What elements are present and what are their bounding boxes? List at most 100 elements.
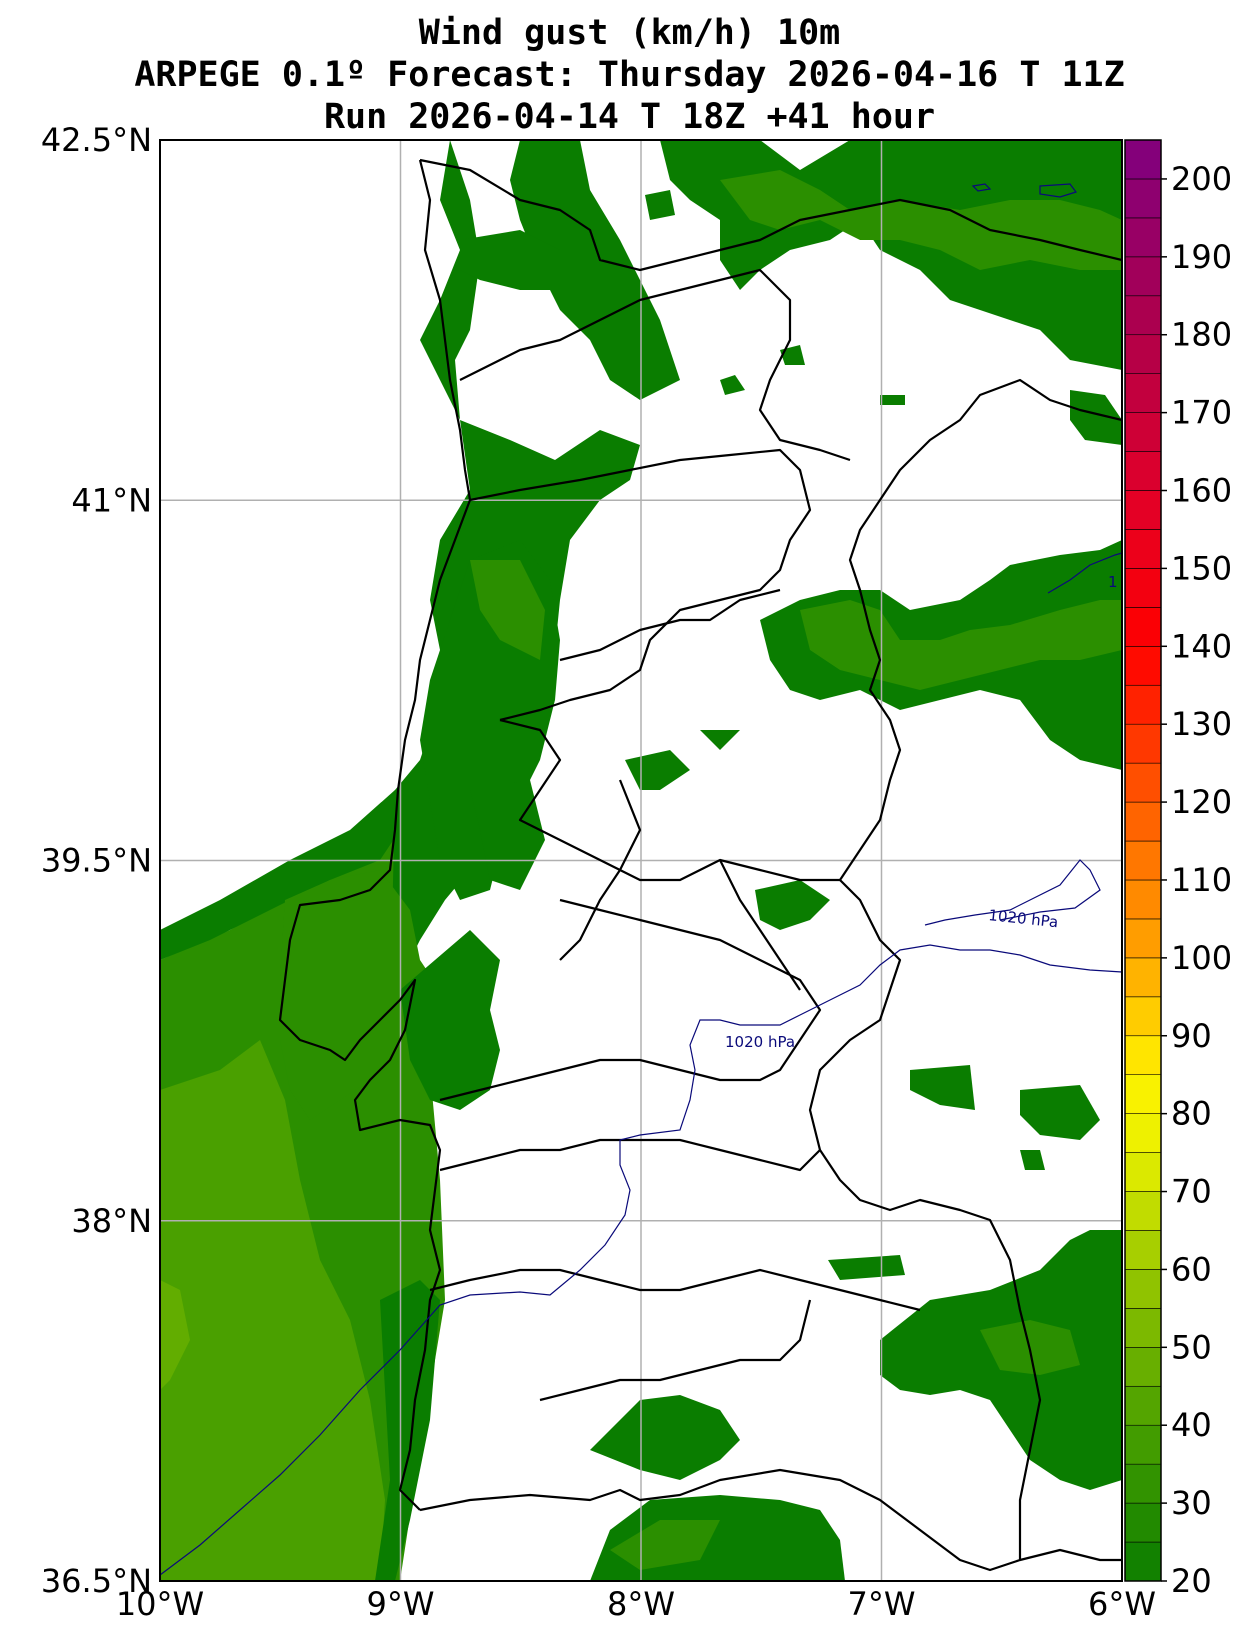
colorbar-label: 100 bbox=[1171, 939, 1232, 977]
wind-gust-fill-layer bbox=[160, 140, 1122, 1581]
colorbar-bin bbox=[1124, 684, 1162, 725]
gust-area-lisbon-east bbox=[400, 930, 500, 1110]
district-line-4 bbox=[499, 718, 840, 882]
colorbar-label: 140 bbox=[1171, 627, 1232, 665]
run-line: Run 2026-04-14 T 18Z +41 hour bbox=[323, 97, 936, 137]
gust-area-patch-b bbox=[700, 730, 740, 750]
colorbar-bin bbox=[1124, 1308, 1162, 1348]
colorbar-bin bbox=[1124, 1385, 1162, 1426]
gust-area-east-middle-light bbox=[800, 600, 1122, 690]
gust-area-patch-d bbox=[910, 1065, 975, 1110]
lat-tick-label: 36.5°N bbox=[41, 1562, 152, 1600]
colorbar-bin bbox=[1124, 801, 1162, 842]
colorbar-label: 30 bbox=[1171, 1484, 1212, 1522]
colorbar-bin bbox=[1124, 1152, 1162, 1192]
gust-area-patch-g bbox=[720, 375, 745, 395]
isobar-1020-northeast bbox=[1047, 552, 1122, 594]
colorbar-bin bbox=[1124, 957, 1162, 998]
colorbar-bin bbox=[1124, 723, 1162, 764]
gust-area-patch-a bbox=[625, 750, 690, 790]
lat-tick-label: 39.5°N bbox=[41, 842, 152, 880]
colorbar-bin bbox=[1124, 334, 1162, 374]
isobar-1020-east bbox=[924, 859, 1101, 926]
colorbar-label: 80 bbox=[1171, 1095, 1212, 1133]
colorbar-label: 90 bbox=[1171, 1017, 1212, 1055]
colorbar-label: 70 bbox=[1171, 1173, 1212, 1211]
gust-area-ocean-lighter bbox=[160, 1280, 190, 1390]
gust-area-ocean-dark bbox=[160, 790, 400, 960]
isobar-label: 1020 hPa bbox=[988, 906, 1060, 931]
gust-area-north-patch-3 bbox=[645, 190, 675, 220]
colorbar-bin bbox=[1124, 996, 1162, 1037]
gust-area-coast-center bbox=[470, 780, 545, 890]
model-forecast-line: ARPEGE 0.1º Forecast: Thursday 2026-04-1… bbox=[134, 55, 1125, 95]
gust-area-patch-i bbox=[880, 395, 905, 405]
colorbar-bin bbox=[1124, 178, 1162, 219]
district-line-6 bbox=[439, 1138, 821, 1172]
gust-area-patch-j bbox=[1020, 1150, 1045, 1170]
colorbar-label: 170 bbox=[1171, 394, 1232, 432]
district-line-2 bbox=[469, 448, 812, 722]
colorbar-bin bbox=[1124, 1463, 1162, 1504]
lon-tick-label: 7°W bbox=[848, 1585, 916, 1623]
gust-area-northeast-mid bbox=[720, 170, 1122, 270]
colorbar-label: 160 bbox=[1171, 472, 1232, 510]
colorbar-bin bbox=[1124, 1541, 1162, 1582]
colorbar-bin bbox=[1124, 879, 1162, 920]
isobar-small-ring bbox=[971, 183, 992, 192]
lat-tick-label: 41°N bbox=[71, 481, 152, 519]
district-line-9 bbox=[559, 779, 642, 961]
colorbar-label: 150 bbox=[1171, 549, 1232, 587]
colorbar-bin bbox=[1124, 139, 1162, 180]
colorbar-bin bbox=[1124, 373, 1162, 413]
colorbar-bin bbox=[1124, 529, 1162, 569]
colorbar-label: 20 bbox=[1171, 1562, 1212, 1600]
colorbar-label: 40 bbox=[1171, 1406, 1212, 1444]
gust-area-north-patch bbox=[510, 140, 680, 400]
isobar-1020-south bbox=[160, 944, 1122, 1576]
colorbar-bin bbox=[1124, 1424, 1162, 1465]
gust-area-patch-f bbox=[828, 1255, 905, 1280]
colorbar-label: 180 bbox=[1171, 316, 1232, 354]
colorbar-label: 190 bbox=[1171, 238, 1232, 276]
isobar-label: 1020 hPa bbox=[725, 1033, 795, 1051]
colorbar-label: 50 bbox=[1171, 1328, 1212, 1366]
colorbar-bin bbox=[1124, 1347, 1162, 1387]
colorbar-bin bbox=[1124, 256, 1162, 297]
latitude-axis: 42.5°N 41°N 39.5°N 38°N 36.5°N bbox=[41, 121, 152, 1600]
colorbar-bin bbox=[1124, 295, 1162, 336]
colorbar-bin bbox=[1124, 1074, 1162, 1114]
gust-area-patch-e bbox=[1020, 1085, 1100, 1140]
colorbar-frame bbox=[1124, 139, 1162, 1582]
colorbar-bin bbox=[1124, 840, 1162, 881]
district-line-7 bbox=[429, 1268, 921, 1312]
isobar-small-ring-2 bbox=[1039, 183, 1077, 198]
border-spain-north bbox=[419, 158, 1122, 272]
colorbar-bin bbox=[1124, 645, 1162, 686]
gust-area-ocean-light bbox=[160, 1040, 385, 1581]
colorbar-label: 60 bbox=[1171, 1250, 1212, 1288]
colorbar-bin bbox=[1124, 568, 1162, 608]
district-line-3 bbox=[559, 588, 781, 662]
colorbar-label: 130 bbox=[1171, 705, 1232, 743]
isobar-label: 1 bbox=[1108, 573, 1118, 591]
chart-title: Wind gust (km/h) 10m bbox=[418, 13, 841, 53]
colorbar-bin bbox=[1124, 451, 1162, 491]
lon-tick-label: 6°W bbox=[1088, 1585, 1156, 1623]
colorbar-bin bbox=[1124, 490, 1162, 530]
borders-layer bbox=[278, 158, 1122, 1572]
gust-area-south-sea-light bbox=[610, 1520, 720, 1570]
colorbar-bin bbox=[1124, 1230, 1162, 1270]
longitude-axis: 10°W 9°W 8°W 7°W 6°W bbox=[116, 1585, 1156, 1623]
coastline-south bbox=[419, 1468, 1122, 1572]
map-frame bbox=[159, 139, 1123, 1582]
gust-area-coastal-mid-light bbox=[470, 560, 545, 660]
gust-area-south-sea bbox=[590, 1495, 845, 1581]
lat-tick-label: 38°N bbox=[71, 1202, 152, 1240]
colorbar-label: 200 bbox=[1171, 160, 1232, 198]
gust-area-south-coast bbox=[590, 1395, 740, 1480]
isobars-layer bbox=[160, 183, 1122, 1576]
district-line-10 bbox=[719, 859, 801, 991]
colorbar-bin bbox=[1124, 918, 1162, 959]
